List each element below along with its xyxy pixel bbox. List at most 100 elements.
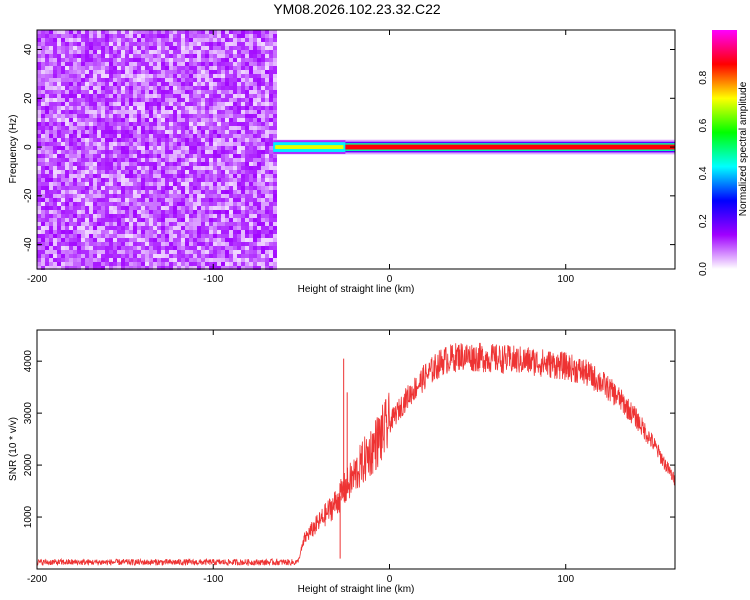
heatmap-cell — [41, 34, 45, 38]
heatmap-cell — [109, 90, 113, 94]
heatmap-cell — [249, 46, 253, 50]
heatmap-cell — [65, 138, 69, 142]
heatmap-cell — [257, 194, 261, 198]
heatmap-cell — [257, 186, 261, 190]
heatmap-cell — [269, 90, 273, 94]
heatmap-cell — [165, 58, 169, 62]
heatmap-cell — [77, 106, 81, 110]
heatmap-cell — [81, 210, 85, 214]
heatmap-cell — [77, 74, 81, 78]
heatmap-cell — [217, 246, 221, 250]
heatmap-cell — [257, 114, 261, 118]
heatmap-cell — [125, 114, 129, 118]
heatmap-cell — [221, 122, 225, 126]
heatmap-cell — [57, 146, 61, 150]
heatmap-cell — [81, 142, 85, 146]
heatmap-cell — [77, 242, 81, 246]
heatmap-cell — [193, 38, 197, 42]
heatmap-cell — [193, 134, 197, 138]
heatmap-cell — [113, 202, 117, 206]
heatmap-cell — [113, 246, 117, 250]
heatmap-cell — [181, 266, 185, 270]
heatmap-cell — [205, 162, 209, 166]
heatmap-cell — [157, 38, 161, 42]
heatmap-cell — [245, 110, 249, 114]
heatmap-cell — [225, 98, 229, 102]
heatmap-cell — [101, 254, 105, 258]
heatmap-cell — [57, 230, 61, 234]
heatmap-cell — [137, 174, 141, 178]
heatmap-cell — [173, 138, 177, 142]
heatmap-cell — [201, 34, 205, 38]
heatmap-cell — [125, 122, 129, 126]
heatmap-cell — [49, 78, 53, 82]
heatmap-cell — [165, 126, 169, 130]
heatmap-cell — [109, 190, 113, 194]
heatmap-cell — [241, 250, 245, 254]
heatmap-cell — [165, 178, 169, 182]
heatmap-cell — [173, 190, 177, 194]
heatmap-cell — [225, 74, 229, 78]
heatmap-cell — [257, 50, 261, 54]
heatmap-cell — [121, 162, 125, 166]
heatmap-cell — [65, 70, 69, 74]
heatmap-cell — [73, 66, 77, 70]
heatmap-cell — [121, 142, 125, 146]
heatmap-cell — [205, 206, 209, 210]
heatmap-cell — [153, 218, 157, 222]
heatmap-cell — [45, 142, 49, 146]
heatmap-cell — [261, 86, 265, 90]
heatmap-cell — [213, 238, 217, 242]
heatmap-cell — [125, 178, 129, 182]
heatmap-cell — [101, 266, 105, 270]
heatmap-cell — [217, 214, 221, 218]
heatmap-cell — [73, 126, 77, 130]
heatmap-cell — [221, 166, 225, 170]
heatmap-cell — [61, 238, 65, 242]
heatmap-cell — [249, 106, 253, 110]
heatmap-cell — [213, 62, 217, 66]
heatmap-cell — [249, 186, 253, 190]
heatmap-cell — [117, 226, 121, 230]
heatmap-cell — [193, 98, 197, 102]
heatmap-cell — [69, 94, 73, 98]
heatmap-cell — [241, 246, 245, 250]
heatmap-cell — [93, 238, 97, 242]
heatmap-cell — [121, 250, 125, 254]
heatmap-cell — [45, 214, 49, 218]
heatmap-cell — [81, 50, 85, 54]
heatmap-cell — [37, 94, 41, 98]
heatmap-cell — [225, 34, 229, 38]
heatmap-cell — [257, 150, 261, 154]
heatmap-cell — [197, 58, 201, 62]
heatmap-cell — [137, 30, 141, 34]
heatmap-cell — [169, 218, 173, 222]
heatmap-cell — [229, 82, 233, 86]
heatmap-cell — [77, 202, 81, 206]
heatmap-cell — [53, 74, 57, 78]
heatmap-cell — [233, 58, 237, 62]
heatmap-cell — [261, 38, 265, 42]
heatmap-cell — [85, 30, 89, 34]
heatmap-cell — [193, 74, 197, 78]
heatmap-cell — [233, 254, 237, 258]
heatmap-cell — [61, 138, 65, 142]
heatmap-cell — [73, 138, 77, 142]
heatmap-cell — [37, 102, 41, 106]
heatmap-cell — [73, 38, 77, 42]
heatmap-cell — [257, 70, 261, 74]
heatmap-cell — [181, 258, 185, 262]
heatmap-cell — [161, 234, 165, 238]
heatmap-cell — [57, 182, 61, 186]
heatmap-cell — [253, 154, 257, 158]
heatmap-cell — [217, 186, 221, 190]
heatmap-cell — [153, 106, 157, 110]
heatmap-cell — [125, 82, 129, 86]
heatmap-cell — [253, 230, 257, 234]
heatmap-cell — [53, 106, 57, 110]
heatmap-cell — [109, 74, 113, 78]
heatmap-cell — [45, 98, 49, 102]
heatmap-cell — [129, 246, 133, 250]
heatmap-cell — [81, 78, 85, 82]
heatmap-cell — [193, 250, 197, 254]
